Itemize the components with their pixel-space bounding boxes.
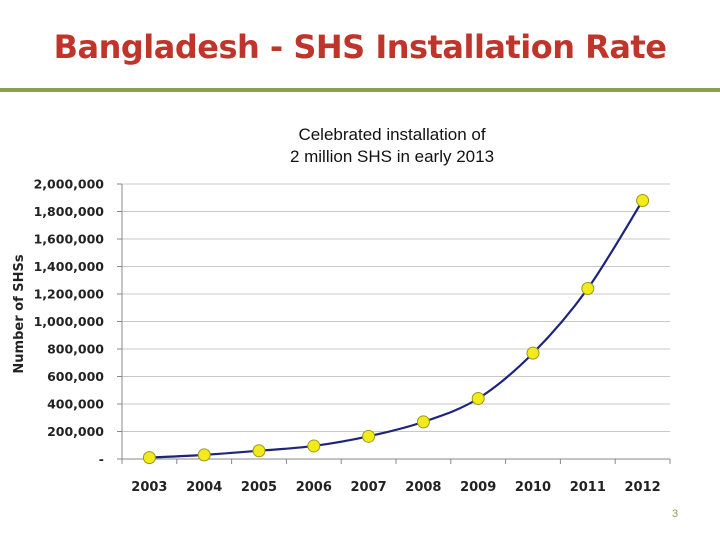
- y-tick-label: 1,000,000: [34, 314, 105, 329]
- x-axis-tick-labels: 2003 2004 2005 2006 2007 2008 2009 2010 2011 2012: [131, 480, 660, 495]
- x-tick-label: 2011: [570, 480, 606, 495]
- x-tick-label: 2007: [351, 480, 387, 495]
- data-point-2009: [471, 392, 485, 405]
- x-tick-label: 2008: [405, 480, 441, 495]
- chart-annotation: Celebrated installation of 2 million SHS…: [240, 124, 544, 168]
- data-point-2011: [581, 282, 595, 295]
- grid-lines: [122, 183, 670, 432]
- axes: [117, 183, 671, 464]
- data-point-2008: [416, 415, 430, 429]
- annotation-line-2: 2 million SHS in early 2013: [289, 147, 495, 166]
- y-axis-label: Number of SHSs: [12, 254, 27, 373]
- annotation-line-1: Celebrated installation of: [298, 125, 486, 144]
- y-tick-label: 400,000: [47, 397, 104, 412]
- y-tick-label: 2,000,000: [34, 177, 105, 192]
- series-line: [149, 199, 644, 459]
- series-line-layer: [149, 199, 644, 459]
- data-point-2006: [307, 439, 321, 453]
- data-point-2005: [252, 444, 266, 458]
- y-axis-tick-labels: - 200,000 400,000 600,000 800,000 1,000,000 1,…: [34, 177, 105, 467]
- page-number: 3: [671, 508, 679, 520]
- data-points: [142, 194, 650, 465]
- page-title: Bangladesh - SHS Installation Rate: [53, 28, 667, 66]
- x-tick-label: 2005: [241, 480, 277, 495]
- y-tick-label: 800,000: [47, 342, 104, 357]
- y-tick-label: 1,400,000: [34, 259, 105, 274]
- x-tick-label: 2009: [460, 480, 496, 495]
- data-point-2003: [142, 451, 156, 465]
- x-tick-label: 2010: [515, 480, 551, 495]
- data-point-2012: [636, 194, 650, 207]
- y-tick-label: 1,600,000: [34, 232, 105, 247]
- y-tick-label: 200,000: [47, 424, 104, 439]
- data-point-2004: [197, 448, 211, 462]
- y-tick-label: -: [99, 452, 104, 467]
- data-point-2007: [362, 429, 376, 443]
- x-tick-label: 2004: [186, 480, 222, 495]
- title-divider: [0, 88, 720, 92]
- data-point-2010: [526, 346, 540, 360]
- y-tick-label: 1,800,000: [34, 204, 105, 219]
- x-tick-label: 2003: [131, 480, 167, 495]
- y-tick-label: 1,200,000: [34, 287, 105, 302]
- y-tick-label: 600,000: [47, 369, 104, 384]
- x-tick-label: 2006: [296, 480, 332, 495]
- x-tick-label: 2012: [625, 480, 661, 495]
